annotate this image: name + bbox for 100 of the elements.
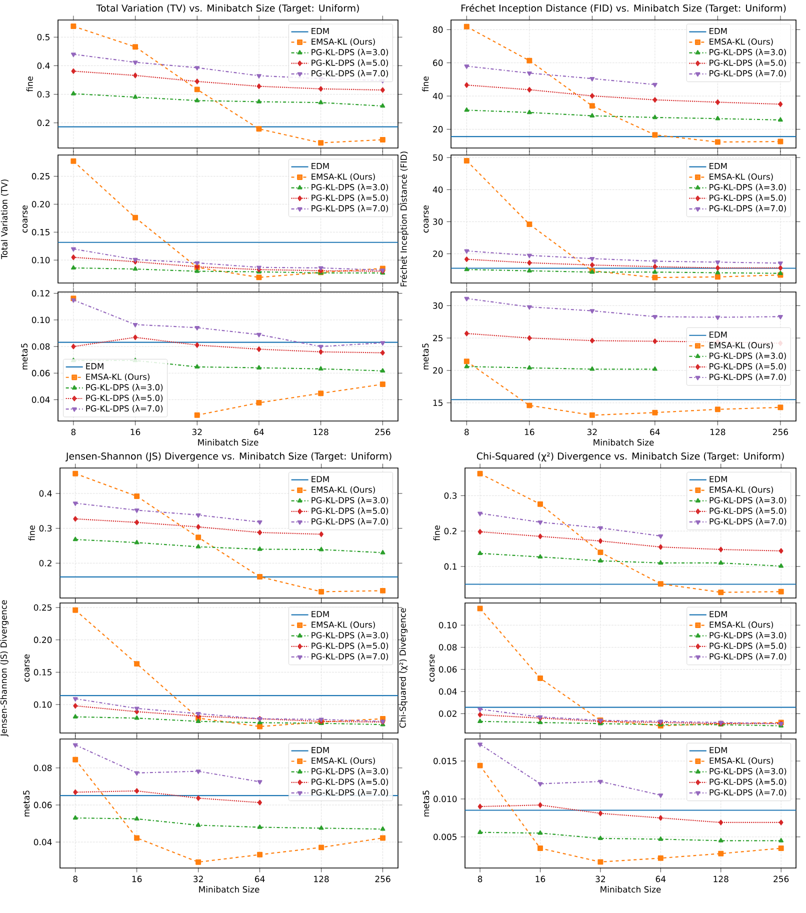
x-tick-label: 32 — [596, 876, 605, 882]
legend-label: PG-KL-DPS (λ=5.0) — [312, 508, 388, 515]
x-tick-label: 16 — [132, 876, 142, 882]
y-tick-label: 0.10 — [32, 316, 50, 324]
y-tick-label: 0.20 — [34, 636, 52, 644]
legend-label: PG-KL-DPS (λ=5.0) — [312, 778, 388, 786]
legend-label: PG-KL-DPS (λ=5.0) — [312, 642, 388, 650]
legend-label: PG-KL-DPS (λ=3.0) — [710, 496, 786, 504]
legend-label: EDM — [312, 163, 329, 170]
legend-label: EMSA-KL (Ours) — [710, 173, 773, 181]
legend-label: EMSA-KL (Ours) — [710, 38, 773, 46]
y-axis-title: coarse — [430, 654, 435, 682]
legend-label: EMSA-KL (Ours) — [710, 486, 774, 494]
legend-label: PG-KL-DPS (λ=3.0) — [710, 352, 786, 360]
y-axis-title: meta5 — [23, 790, 30, 816]
y-tick-label: 0.2 — [39, 560, 52, 566]
x-tick-label: 64 — [254, 428, 264, 436]
text: Fréchet Inception Distance (FID) — [400, 152, 408, 286]
legend-label: PG-KL-DPS (λ=3.0) — [710, 184, 786, 192]
x-tick-label: 128 — [314, 876, 329, 882]
chart-title: Jensen-Shannon (JS) Divergence vs. Minibatch Size (Target: Uniform) — [65, 452, 392, 462]
legend-label: PG-KL-DPS (λ=7.0) — [710, 518, 786, 526]
legend-label: EMSA-KL (Ours) — [312, 757, 375, 765]
legend-label: EDM — [86, 363, 104, 370]
legend-label: EMSA-KL (Ours) — [312, 38, 375, 46]
legend-label: PG-KL-DPS (λ=5.0) — [710, 194, 786, 202]
y-tick-label: 0.3 — [37, 91, 50, 98]
y-tick-label: 0.2 — [444, 528, 456, 534]
x-axis-title: Minibatch Size — [199, 886, 260, 893]
x-tick-label: 256 — [375, 428, 390, 436]
y-tick-label: 0.25 — [32, 173, 50, 180]
legend-label: PG-KL-DPS (λ=3.0) — [710, 632, 786, 640]
y-tick-label: 0.015 — [434, 758, 456, 764]
chart-title: Fréchet Inception Distance (FID) vs. Minibatch Size (Target: Uniform) — [461, 4, 786, 14]
x-tick-label: 8 — [73, 876, 78, 882]
y-tick-label: 0.010 — [434, 796, 457, 802]
x-tick-label: 8 — [464, 428, 469, 436]
legend-label: PG-KL-DPS (λ=7.0) — [710, 374, 786, 381]
legend-label: PG-KL-DPS (λ=5.0) — [312, 59, 388, 67]
y-axis-title: meta5 — [422, 344, 429, 370]
y-tick-label: 0.04 — [34, 838, 52, 846]
legend-label: EMSA-KL (Ours) — [86, 373, 150, 381]
legend-label: PG-KL-DPS (λ=3.0) — [710, 768, 786, 776]
y-tick-label: 40 — [432, 186, 443, 193]
y-tick-label: 0.06 — [438, 666, 457, 673]
y-axis-title: fine — [433, 525, 440, 541]
x-tick-label: 32 — [192, 428, 202, 436]
y-tick-label: 40 — [432, 92, 443, 100]
y-tick-label: 0.08 — [34, 764, 52, 772]
legend-label: PG-KL-DPS (λ=5.0) — [710, 508, 786, 515]
legend-label: PG-KL-DPS (λ=5.0) — [312, 194, 388, 202]
legend-label: PG-KL-DPS (λ=5.0) — [86, 394, 163, 402]
legend-label: EDM — [312, 28, 329, 34]
y-tick-label: 0.15 — [32, 228, 50, 236]
chart-title: Total Variation (TV) vs. Minibatch Size (Target: Uniform) — [96, 4, 359, 14]
legend-label: PG-KL-DPS (λ=3.0) — [86, 384, 163, 392]
y-tick-label: 60 — [433, 60, 443, 66]
chart-title: Chi-Squared (χ²) Divergence vs. Minibatch Size (Target: Uniform) — [476, 452, 784, 462]
y-tick-label: 0.04 — [438, 688, 457, 695]
y-tick-label: 0.15 — [34, 669, 52, 676]
y-tick-label: 0.20 — [32, 200, 50, 208]
legend-label: PG-KL-DPS (λ=5.0) — [710, 59, 786, 67]
text: Total Variation (TV) — [0, 180, 8, 260]
y-axis-title: coarse — [24, 654, 30, 682]
y-tick-label: 0.08 — [438, 644, 457, 650]
x-tick-label: 128 — [314, 428, 328, 436]
x-tick-label: 8 — [478, 876, 482, 882]
legend-label: EDM — [710, 611, 727, 618]
legend-label: EDM — [710, 163, 727, 170]
y-tick-label: 0.2 — [37, 120, 50, 126]
legend-label: EMSA-KL (Ours) — [312, 621, 375, 629]
legend-label: PG-KL-DPS (λ=7.0) — [710, 70, 786, 78]
legend-label: EMSA-KL (Ours) — [312, 486, 375, 494]
y-tick-label: 30 — [433, 218, 443, 225]
x-tick-label: 128 — [710, 428, 726, 436]
y-tick-label: 25 — [433, 334, 443, 342]
y-tick-label: 0.10 — [34, 701, 52, 708]
legend-label: EDM — [312, 611, 329, 618]
y-axis-title: coarse — [424, 205, 429, 233]
legend-label: PG-KL-DPS (λ=3.0) — [312, 768, 388, 776]
y-tick-label: 0.12 — [32, 290, 50, 297]
y-tick-label: 15 — [433, 400, 443, 406]
y-tick-label: 0.3 — [444, 492, 457, 499]
x-axis-title: Minibatch Size — [594, 439, 654, 446]
y-axis-title: fine — [422, 76, 429, 92]
legend-label: EDM — [312, 476, 329, 482]
y-tick-label: 30 — [433, 302, 443, 309]
legend-label: PG-KL-DPS (λ=3.0) — [312, 184, 388, 192]
legend-label: PG-KL-DPS (λ=7.0) — [312, 653, 388, 660]
x-tick-label: 64 — [650, 428, 660, 436]
y-axis-title: meta5 — [21, 344, 28, 370]
y-tick-label: 0.25 — [34, 604, 52, 611]
legend-label: PG-KL-DPS (λ=7.0) — [710, 789, 786, 796]
x-tick-label: 32 — [587, 428, 597, 436]
legend-label: PG-KL-DPS (λ=3.0) — [312, 496, 388, 504]
y-tick-label: 0.08 — [32, 343, 50, 350]
y-tick-label: 20 — [433, 126, 443, 132]
legend-label: EDM — [710, 332, 727, 338]
x-tick-label: 16 — [130, 428, 140, 436]
legend-label: PG-KL-DPS (λ=3.0) — [312, 632, 388, 640]
